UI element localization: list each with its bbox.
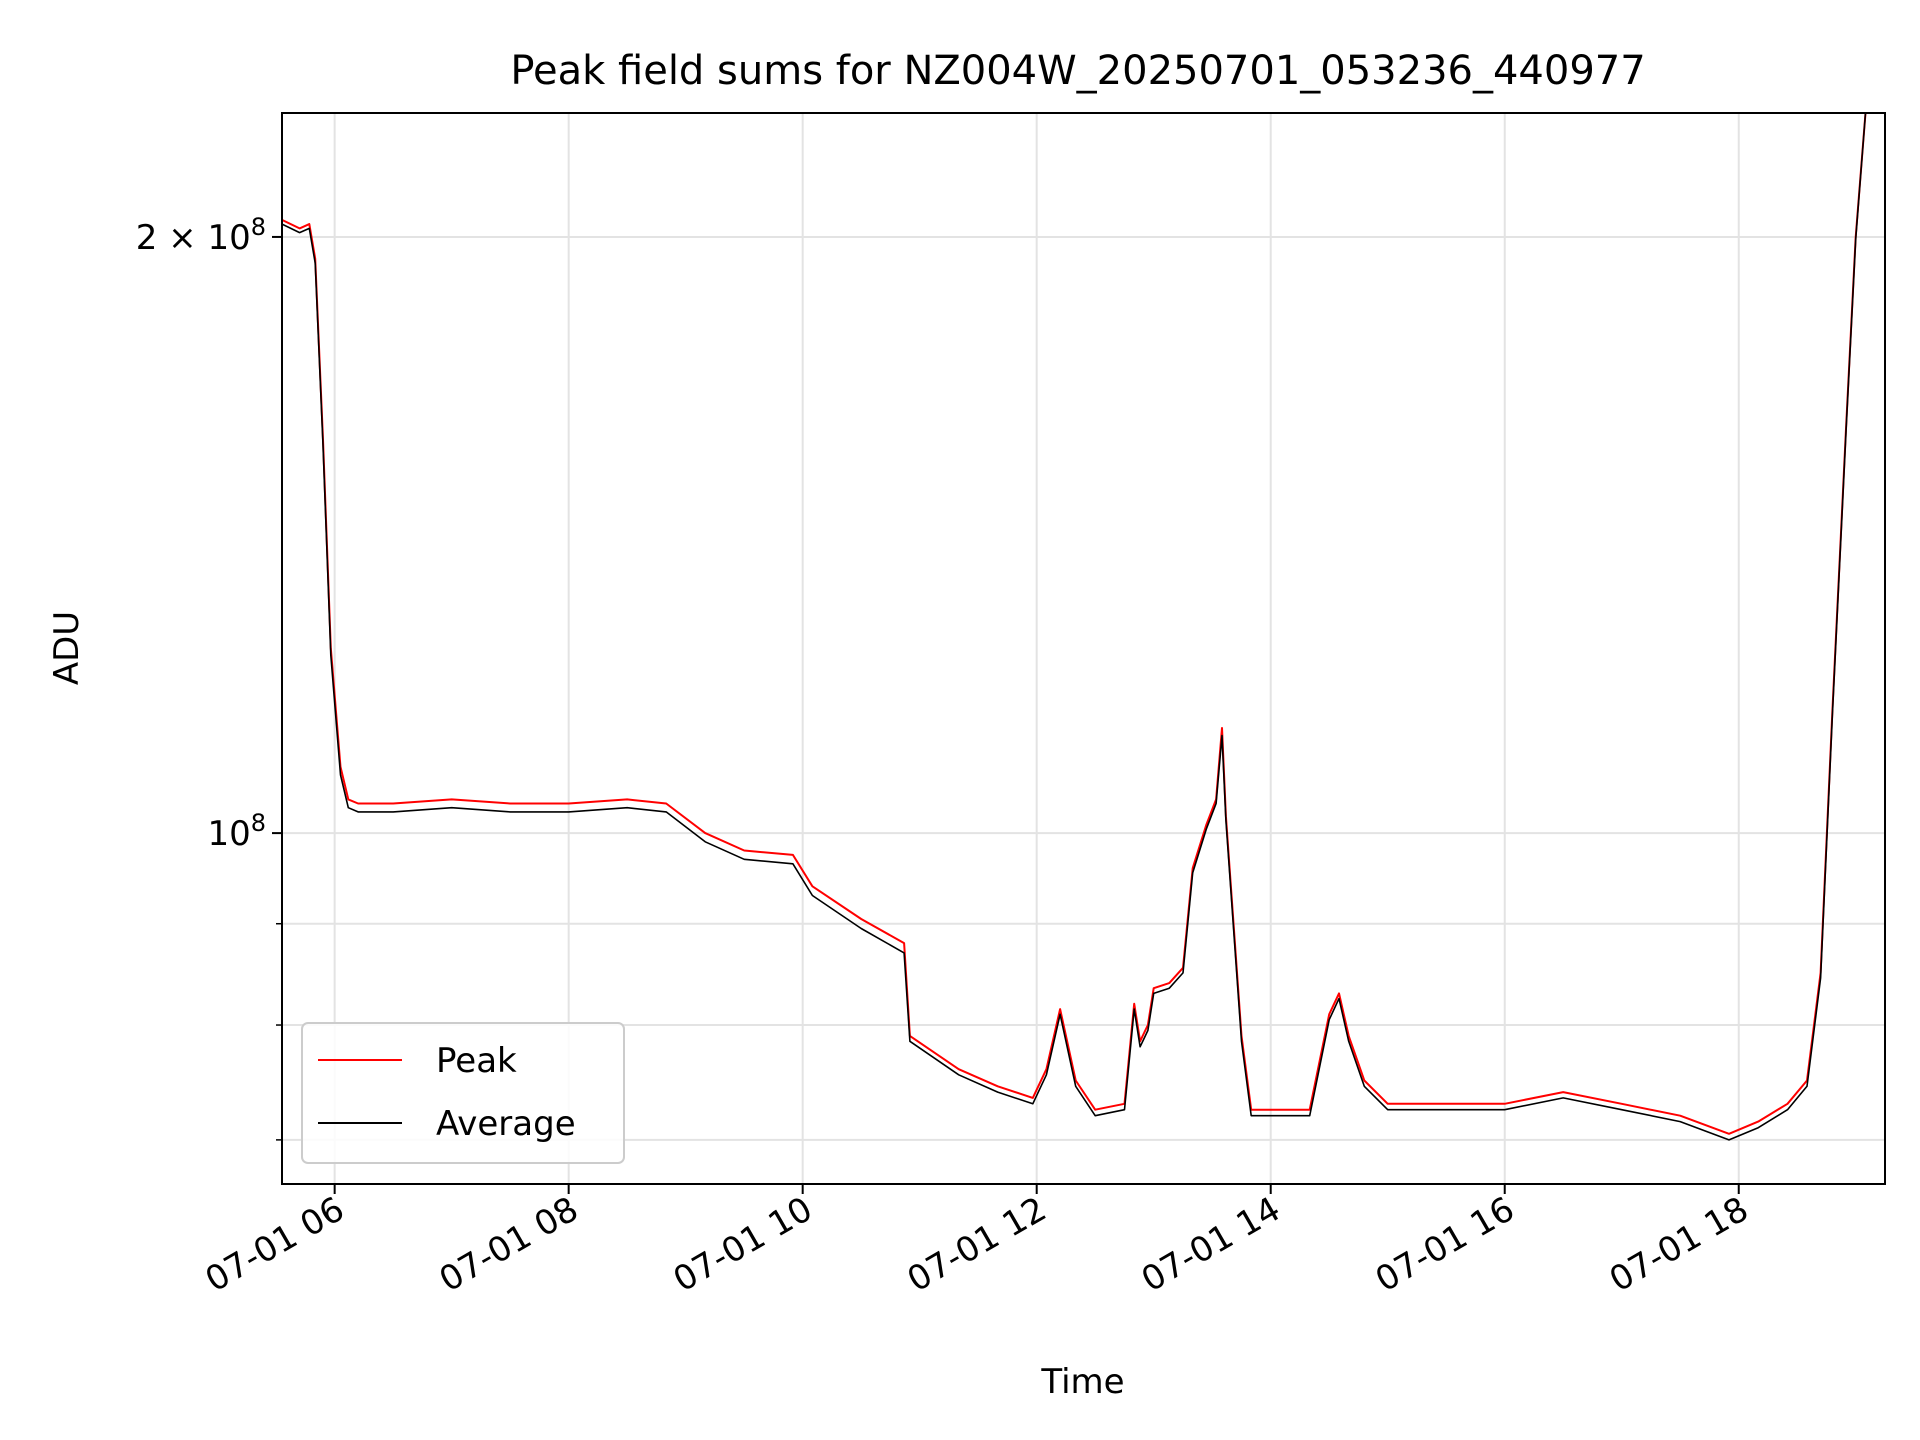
- y-axis-label: ADU: [47, 611, 87, 685]
- x-axis-label: Time: [1040, 1362, 1124, 1402]
- legend: Peak Average: [301, 1022, 625, 1164]
- y-tick-label: 2 × 108: [136, 213, 266, 258]
- plot-area: [282, 113, 1885, 1141]
- chart-title: Peak field sums for NZ004W_20250701_0532…: [510, 48, 1645, 94]
- axes-frame: [281, 112, 1886, 1185]
- series-line-average: [282, 113, 1885, 1141]
- series-line-peak: [282, 113, 1885, 1135]
- legend-label-peak: Peak: [436, 1041, 517, 1081]
- y-tick-label: 108: [207, 809, 266, 854]
- legend-label-average: Average: [436, 1104, 576, 1144]
- legend-box: [301, 1022, 625, 1164]
